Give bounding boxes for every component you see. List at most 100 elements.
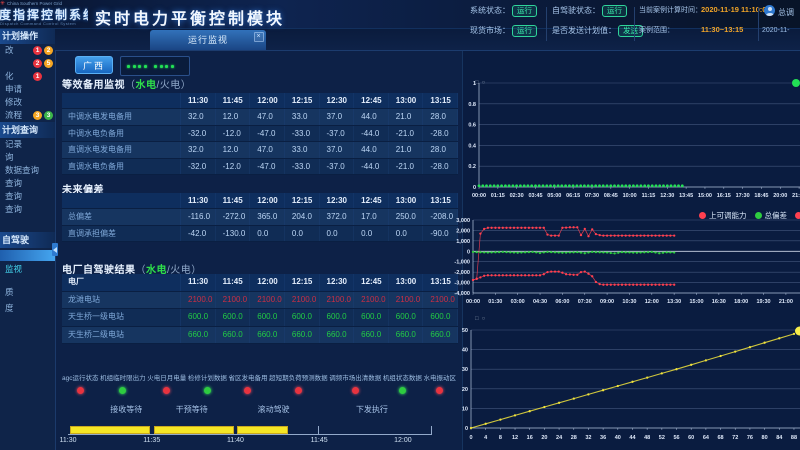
data-source-item: 检修计划数据 (188, 372, 227, 394)
legend-item[interactable]: 上可调能力 (699, 210, 747, 221)
logo-title: 度指挥控制系统 (0, 8, 88, 22)
sidebar-group-header: 计划查询 (0, 122, 55, 138)
section-title-deviation: 未来偏差 (62, 181, 104, 196)
svg-text:03:45: 03:45 (528, 193, 542, 199)
cell-value: -44.0 (354, 125, 389, 141)
sidebar-item[interactable]: 询 (0, 151, 55, 164)
legend-item[interactable] (795, 212, 800, 219)
notification-badge: 1 (33, 46, 42, 55)
region-button-guangxi[interactable]: 广西 (75, 56, 113, 74)
indicator-dot (143, 64, 147, 68)
sidebar-item[interactable]: 查询 (0, 190, 55, 203)
chart-refresh-icon[interactable]: ○ (481, 80, 489, 86)
sidebar-item-label: 自驾驶 (2, 235, 30, 245)
data-source-label: 火电日月电量 (147, 375, 187, 382)
tab-operation-monitor[interactable]: 运行监视 × (150, 30, 266, 50)
row-label: 中调水电发电备用 (62, 109, 181, 125)
cell-value: 32.0 (181, 142, 216, 158)
section-title-text: 电厂自驾驶结果 (62, 265, 136, 276)
sidebar-item-label: 询 (5, 152, 14, 162)
cell-value: 17.0 (354, 209, 389, 225)
cell-value: -37.0 (320, 125, 355, 141)
table-row[interactable]: 总偏差 -116.0 -272.0 365.0 204.0 372.0 17.0 250.0-… (62, 209, 458, 226)
status-dot-red (163, 387, 171, 394)
table-row[interactable]: 直调水电负备用 -32.0 -12.0 -47.0 -33.0 -37.0 -44.0 -21… (62, 158, 458, 175)
cell-value: -272.0 (216, 209, 251, 225)
cell-value: -33.0 (285, 125, 320, 141)
indicator-dot (132, 64, 136, 68)
sidebar-item[interactable]: 数据查询 (0, 164, 55, 177)
cell-value: 2100.0 (389, 291, 424, 308)
column-header: 11:45 (216, 93, 251, 108)
sidebar-item[interactable]: 查询 (0, 203, 55, 216)
sidebar-item-label: 计划操作 (2, 31, 39, 41)
svg-text:84: 84 (776, 435, 783, 441)
legend-item[interactable]: 总偏差 (754, 210, 787, 221)
svg-text:1: 1 (473, 81, 476, 87)
svg-text:04:30: 04:30 (533, 299, 547, 305)
sidebar-item[interactable]: 查询 (0, 177, 55, 190)
hydro-toggle[interactable]: 水电 (146, 265, 167, 276)
hydro-toggle[interactable]: 水电 (135, 80, 157, 91)
row-label: 龙滩电站 (62, 291, 181, 308)
sidebar-item[interactable]: 质 (0, 286, 55, 299)
user-datetime: 2020-11- (762, 27, 790, 34)
market-status-badge: 运行 (512, 25, 537, 37)
case-time: 当前案例计算时间：2020-11-19 11:10:00 (639, 5, 771, 15)
legend-dot (754, 212, 762, 219)
chart-export-icon[interactable]: □ (475, 316, 482, 322)
cell-value: 600.0 (285, 309, 320, 326)
chart-export-icon[interactable]: □ (475, 80, 482, 86)
svg-text:50: 50 (462, 328, 468, 334)
table-row[interactable]: 中调水电发电备用 32.0 12.0 47.0 33.0 37.0 44.0 21.0 28.0 (62, 109, 458, 126)
tab-close-icon[interactable]: × (254, 32, 264, 42)
charts-panel: □○ 0 0.2 0.4 0.6 0.8 1 00:00 01:15 02:30 03:45 05:… (454, 50, 800, 450)
table-row[interactable]: 龙滩电站 2100.0 2100.0 2100.0 2100.0 2100.0 2100.0… (62, 291, 458, 309)
chart3-toolbar: □○ (475, 316, 488, 322)
progress-segment (237, 426, 289, 434)
table-row[interactable]: 天生桥二级电站 660.0 660.0 660.0 660.0 660.0 660.0 660… (62, 326, 458, 344)
thermal-toggle[interactable]: 火电 (170, 265, 192, 276)
cell-value: -42.0 (181, 225, 216, 241)
sidebar-item[interactable]: 监视 (0, 263, 55, 276)
svg-text:0.2: 0.2 (468, 164, 476, 170)
table-row[interactable]: 天生桥一级电站 600.0 600.0 600.0 600.0 600.0 600.0 600… (62, 309, 458, 327)
thermal-toggle[interactable]: 火电 (159, 80, 181, 91)
svg-text:68: 68 (717, 435, 723, 441)
row-label: 天生桥一级电站 (62, 309, 181, 326)
cell-value: 660.0 (216, 326, 251, 343)
sidebar-item[interactable] (0, 250, 55, 261)
status-dot-green (203, 387, 211, 394)
capacity-chart: 3,000 2,000 1,000 0 -1,000 -2,000 -3,000 -4,000… (454, 218, 800, 305)
column-header: 13:00 (389, 193, 424, 208)
sidebar-item[interactable]: 申请 (0, 83, 55, 96)
svg-text:18:00: 18:00 (734, 299, 748, 305)
table-corner-cell (62, 193, 181, 208)
sidebar-item[interactable]: 流程 3 3 (0, 109, 55, 122)
sidebar-item[interactable]: 度 (0, 302, 55, 315)
cell-value: 660.0 (423, 326, 458, 343)
cell-value: 2100.0 (320, 291, 355, 308)
sidebar-collapse-handle[interactable] (52, 243, 58, 256)
sidebar-item-label: 质 (5, 287, 14, 297)
table-row[interactable]: 中调水电负备用 -32.0 -12.0 -47.0 -33.0 -37.0 -44.0 -21… (62, 125, 458, 142)
svg-text:76: 76 (747, 435, 753, 441)
case-range-label: 案例范围： (639, 27, 674, 34)
table-row[interactable]: 直调水电发电备用 32.0 12.0 47.0 33.0 37.0 44.0 21.0 28.0 (62, 142, 458, 159)
cell-value: -32.0 (181, 158, 216, 174)
user-avatar[interactable] (764, 5, 775, 16)
sidebar-item[interactable]: 修改 (0, 96, 55, 109)
sidebar-item-label: 监视 (5, 264, 23, 274)
sidebar-item[interactable]: 记录 (0, 138, 55, 151)
sidebar-item-label: 数据查询 (5, 165, 40, 175)
cell-value: -90.0 (423, 225, 458, 241)
chart-refresh-icon[interactable]: ○ (481, 316, 489, 322)
table-row[interactable]: 直调承担偏差 -42.0 -130.0 0.0 0.0 0.0 0.0 0.0 -90.0 (62, 225, 458, 242)
autopilot-status-label: 自驾驶状态： (552, 6, 600, 15)
svg-text:72: 72 (732, 435, 738, 441)
data-source-item: 调频市场出清数据 (329, 372, 381, 394)
table-corner-cell (62, 93, 181, 108)
